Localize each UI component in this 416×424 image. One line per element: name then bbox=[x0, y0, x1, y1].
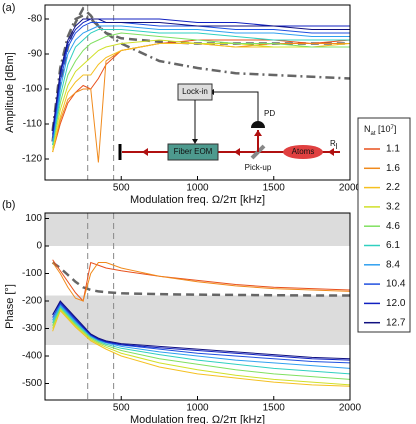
setup-diagram: Lock-in PD Fiber EOM Atoms Pick-up Rl bbox=[118, 83, 340, 172]
legend-title: N bbox=[364, 124, 371, 134]
data-line bbox=[52, 32, 350, 146]
y-tick-label: -120 bbox=[22, 154, 42, 165]
wire bbox=[214, 91, 259, 121]
data-line bbox=[52, 308, 351, 386]
legend-label: 3.2 bbox=[386, 202, 400, 213]
legend-label: 8.4 bbox=[386, 259, 400, 270]
x-axis-label: Modulation freq. Ω/2π [kHz] bbox=[130, 414, 265, 424]
legend-title: 7 bbox=[391, 125, 395, 131]
y-tick-label: -90 bbox=[28, 49, 43, 60]
y-tick-label: 100 bbox=[25, 213, 42, 224]
y-axis-label: Amplitude [dBm] bbox=[4, 52, 16, 133]
panel-label: (a) bbox=[2, 2, 15, 14]
inset-label: Fiber EOM bbox=[174, 147, 213, 156]
data-line bbox=[52, 304, 351, 369]
inset-label: l bbox=[336, 142, 338, 151]
data-line bbox=[52, 259, 351, 303]
legend-title: ] bbox=[394, 124, 397, 134]
data-line bbox=[52, 25, 350, 142]
data-line bbox=[52, 18, 350, 135]
arrow bbox=[192, 139, 198, 144]
y-tick-label: -100 bbox=[22, 268, 42, 279]
inset-label: R bbox=[330, 139, 336, 148]
legend-label: 10.4 bbox=[386, 279, 406, 290]
data-line bbox=[52, 306, 351, 380]
legend-label: 1.1 bbox=[386, 144, 400, 155]
x-tick-label: 2000 bbox=[339, 403, 362, 414]
y-tick-label: 0 bbox=[36, 241, 42, 252]
data-line bbox=[52, 301, 351, 361]
legend-label: 12.7 bbox=[386, 317, 406, 328]
x-tick-label: 1000 bbox=[186, 403, 209, 414]
legend-box bbox=[357, 117, 411, 333]
atoms-cloud bbox=[283, 145, 323, 159]
legend-label: 12.0 bbox=[386, 298, 406, 309]
eom-box bbox=[167, 143, 219, 161]
data-line bbox=[52, 18, 350, 132]
inset-label: Lock-in bbox=[182, 87, 208, 96]
legend-label: 6.1 bbox=[386, 240, 400, 251]
data-line bbox=[52, 43, 350, 163]
inset-label: Pick-up bbox=[245, 163, 272, 172]
x-tick-label: 1500 bbox=[263, 403, 286, 414]
data-line bbox=[52, 309, 351, 387]
y-tick-label: -100 bbox=[22, 84, 42, 95]
shaded-band bbox=[45, 213, 350, 246]
arrow bbox=[328, 148, 334, 156]
y-tick-label: -400 bbox=[22, 351, 42, 362]
inset-label: PD bbox=[264, 109, 275, 118]
arrow bbox=[234, 148, 240, 156]
data-line bbox=[52, 43, 351, 153]
x-axis-label: Modulation freq. Ω/2π [kHz] bbox=[130, 194, 265, 206]
data-line bbox=[52, 305, 351, 375]
data-line bbox=[52, 262, 351, 302]
plot-frame bbox=[44, 212, 351, 401]
x-tick-label: 1000 bbox=[186, 183, 209, 194]
x-tick-label: 500 bbox=[113, 183, 130, 194]
legend-title: Nat [107] bbox=[364, 124, 396, 136]
y-tick-label: -80 bbox=[28, 14, 43, 25]
legend-label: 2.2 bbox=[386, 182, 400, 193]
x-tick-label: 2000 bbox=[339, 183, 362, 194]
data-line bbox=[52, 39, 350, 149]
y-tick-label: -300 bbox=[22, 323, 42, 334]
model-curve bbox=[51, 14, 351, 132]
data-line bbox=[52, 302, 351, 364]
data-line bbox=[52, 29, 350, 146]
x-tick-label: 1500 bbox=[263, 183, 286, 194]
y-tick-label: -500 bbox=[22, 378, 42, 389]
panel-label: (b) bbox=[2, 199, 15, 211]
y-axis-label: Phase [°] bbox=[4, 284, 16, 329]
legend-label: 4.6 bbox=[386, 221, 400, 232]
x-tick-label: 500 bbox=[113, 403, 130, 414]
legend-title: [10 bbox=[376, 124, 391, 134]
inset-label: Rl bbox=[330, 139, 338, 151]
y-tick-label: -200 bbox=[22, 296, 42, 307]
data-line bbox=[52, 300, 351, 360]
legend-title: at bbox=[371, 131, 376, 137]
legend-label: 1.6 bbox=[386, 163, 400, 174]
arrow bbox=[254, 130, 262, 136]
y-tick-label: -110 bbox=[23, 119, 43, 130]
arrow bbox=[142, 148, 148, 156]
inset-label: Atoms bbox=[292, 147, 315, 156]
model-curve bbox=[51, 261, 350, 297]
photodiode bbox=[251, 121, 265, 128]
plot-frame bbox=[44, 4, 351, 181]
